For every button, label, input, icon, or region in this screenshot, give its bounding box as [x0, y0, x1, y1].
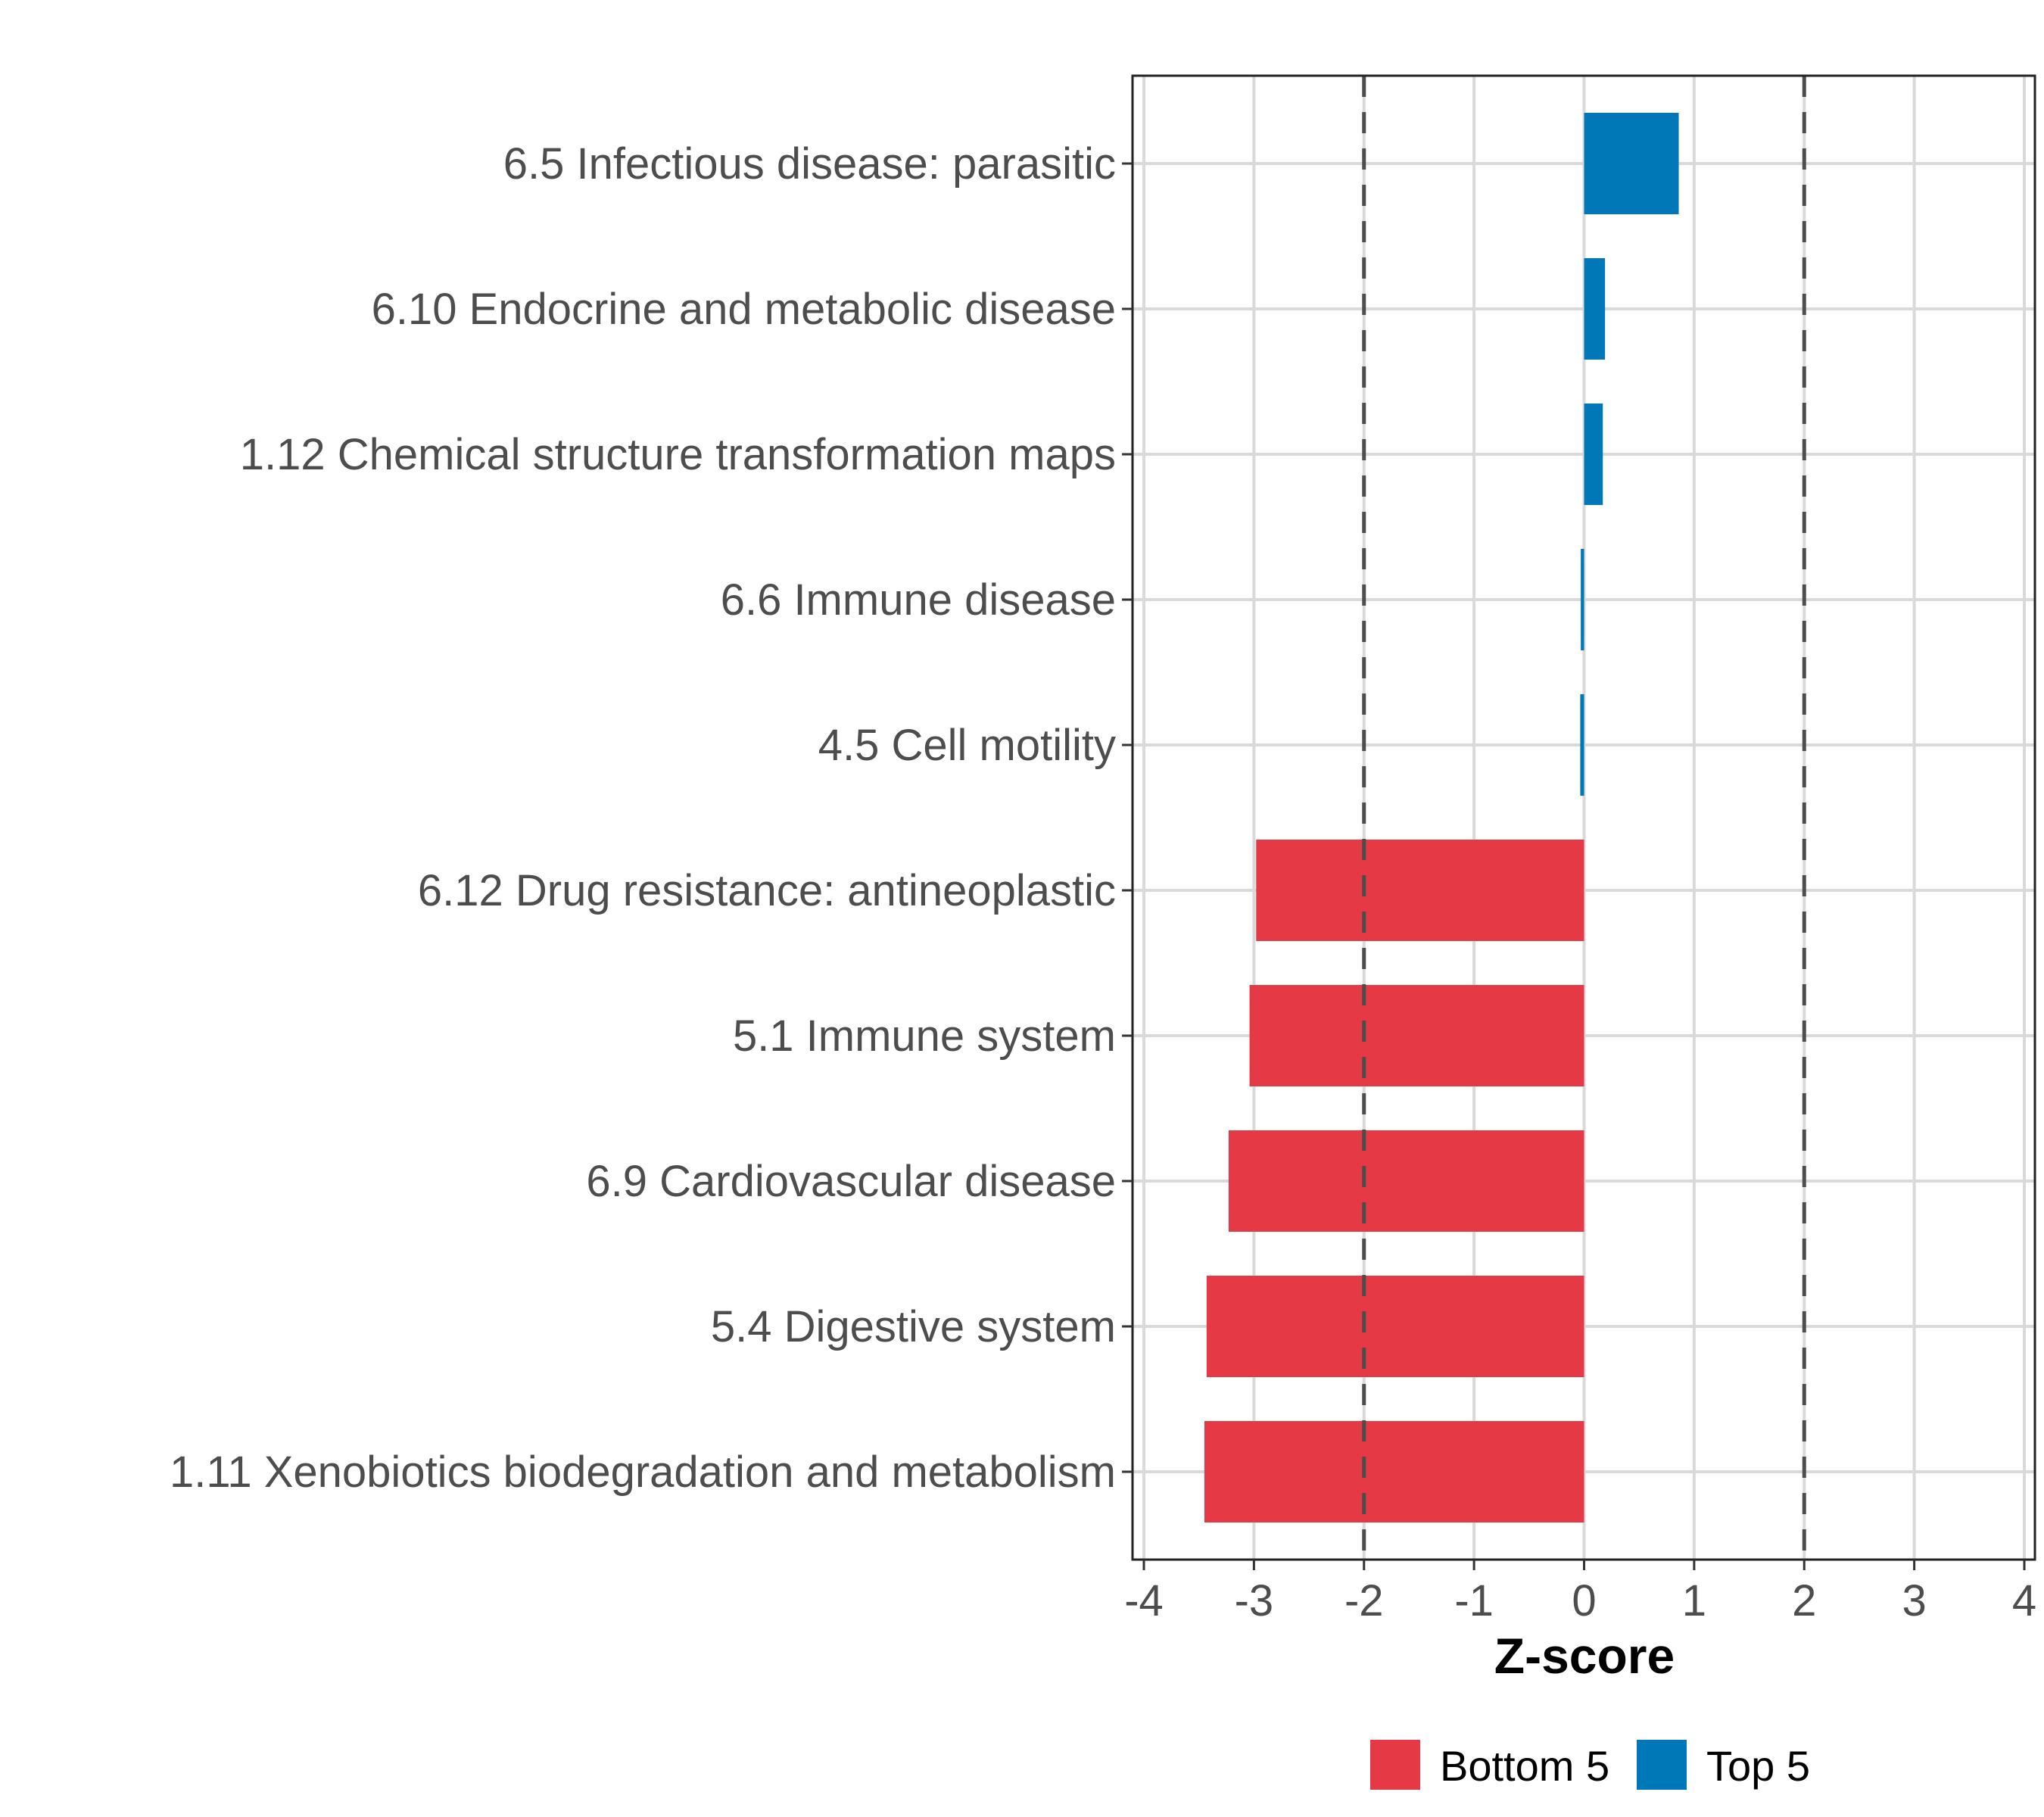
x-axis-title: Z-score [1494, 1628, 1675, 1684]
x-tick-label: 1 [1682, 1576, 1706, 1625]
bar [1584, 113, 1679, 214]
bar [1580, 694, 1584, 796]
y-tick-label: 6.10 Endocrine and metabolic disease [372, 285, 1116, 334]
x-tick-label: 0 [1572, 1576, 1596, 1625]
x-tick-label: 3 [1902, 1576, 1926, 1625]
bar [1584, 404, 1603, 505]
bar [1204, 1421, 1584, 1522]
x-tick-label: -3 [1235, 1576, 1274, 1625]
y-tick-label: 1.11 Xenobiotics biodegradation and meta… [170, 1448, 1116, 1497]
y-axis-labels: 6.5 Infectious disease: parasitic 6.10 En… [170, 139, 1133, 1497]
bar [1206, 1276, 1584, 1377]
legend-label-top5: Top 5 [1706, 1742, 1810, 1790]
x-axis-ticks: -4 -3 -2 -1 0 1 2 3 4 [1124, 1560, 2036, 1625]
x-tick-label: -1 [1454, 1576, 1494, 1625]
y-tick-label: 4.5 Cell motility [818, 721, 1116, 770]
bar [1581, 549, 1584, 650]
bars [1204, 113, 1679, 1522]
x-tick-label: 2 [1792, 1576, 1816, 1625]
y-tick-label: 6.12 Drug resistance: antineoplastic [418, 866, 1116, 915]
y-tick-label: 6.9 Cardiovascular disease [586, 1157, 1116, 1206]
bar [1228, 1130, 1584, 1232]
legend-label-bottom5: Bottom 5 [1440, 1742, 1609, 1790]
bar [1584, 258, 1606, 360]
legend-key-top5 [1637, 1740, 1687, 1790]
reference-lines [1362, 76, 1806, 1560]
y-tick-label: 5.4 Digestive system [711, 1302, 1116, 1351]
y-tick-label: 5.1 Immune system [733, 1011, 1116, 1061]
y-tick-label: 6.6 Immune disease [721, 575, 1116, 625]
y-tick-label: 6.5 Infectious disease: parasitic [503, 139, 1116, 189]
legend-key-bottom5 [1370, 1740, 1420, 1790]
legend: Bottom 5 Top 5 [1370, 1740, 1810, 1790]
y-tick-label: 1.12 Chemical structure transformation m… [240, 430, 1116, 479]
x-tick-label: -2 [1344, 1576, 1384, 1625]
x-tick-label: -4 [1124, 1576, 1164, 1625]
bar [1256, 840, 1584, 941]
bar [1249, 985, 1584, 1086]
x-tick-label: 4 [2012, 1576, 2036, 1625]
